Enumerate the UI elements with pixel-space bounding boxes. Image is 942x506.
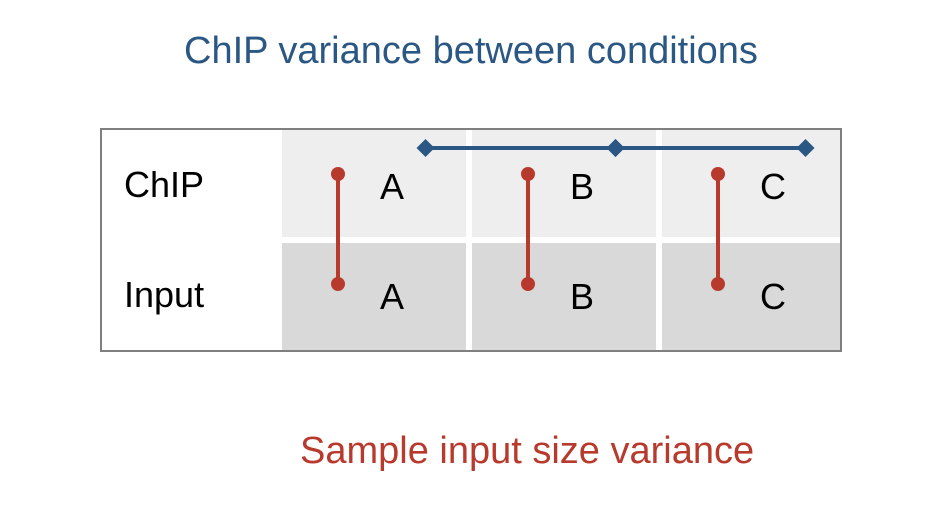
cond-label-top: A — [380, 166, 404, 208]
cell-chip — [662, 130, 840, 237]
cond-label-top: B — [570, 166, 594, 208]
cell-input — [662, 243, 840, 350]
title-bottom: Sample input size variance — [300, 430, 754, 473]
row-label-chip: ChIP — [102, 130, 304, 240]
cell-chip — [472, 130, 656, 237]
cond-label-bottom: B — [570, 276, 594, 318]
cell-input — [472, 243, 656, 350]
cond-label-bottom: C — [760, 276, 786, 318]
cell-chip — [282, 130, 466, 237]
row-label-input: Input — [102, 240, 304, 350]
title-top: ChIP variance between conditions — [0, 30, 942, 73]
cond-label-bottom: A — [380, 276, 404, 318]
cell-input — [282, 243, 466, 350]
cond-label-top: C — [760, 166, 786, 208]
